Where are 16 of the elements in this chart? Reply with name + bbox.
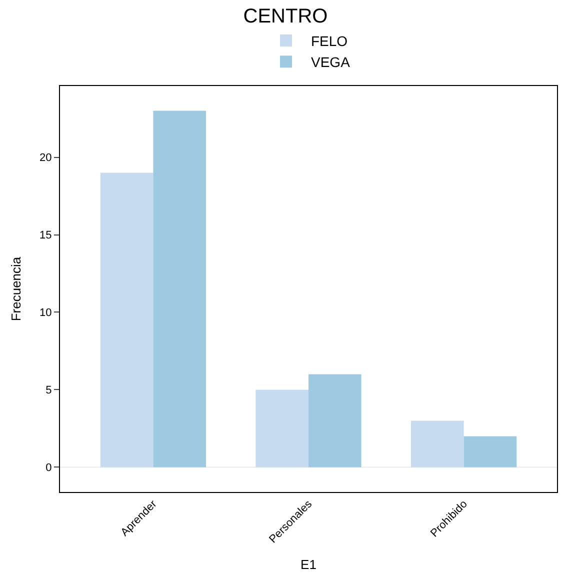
- y-tick-label: 15: [40, 230, 52, 242]
- y-tick-label: 5: [46, 384, 52, 397]
- y-tick-label: 10: [40, 307, 52, 320]
- bar: [308, 374, 362, 468]
- bar: [153, 110, 206, 468]
- y-axis-title: Frecuencia: [8, 256, 24, 322]
- legend-label: FELO: [311, 32, 348, 49]
- bar: [100, 172, 154, 468]
- bar: [256, 390, 308, 468]
- bar: [464, 436, 517, 468]
- chart-title: CENTRO: [243, 6, 328, 28]
- bar: [411, 420, 464, 468]
- y-tick-label: 20: [40, 152, 52, 164]
- y-tick-label: 0: [46, 462, 52, 474]
- x-axis-title: E1: [300, 557, 316, 572]
- legend-label: VEGA: [311, 54, 351, 70]
